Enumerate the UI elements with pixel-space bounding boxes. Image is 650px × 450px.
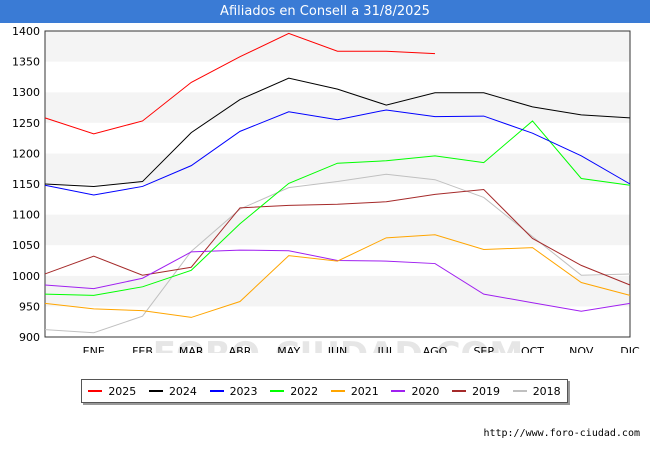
series-line-2024 [44, 77, 631, 187]
source-url: http://www.foro-ciudad.com [483, 428, 640, 439]
grid-bands [45, 31, 630, 337]
legend-swatch [452, 390, 467, 392]
y-tick-label: 1150 [12, 178, 40, 191]
y-tick-label: 1350 [12, 56, 40, 69]
series-lines [44, 32, 631, 334]
x-tick-label: OCT [521, 345, 544, 353]
x-tick-label: SEP [473, 345, 494, 353]
legend-label: 2022 [290, 384, 319, 398]
x-tick-label: FEB [132, 345, 153, 353]
x-tick-label: ABR [229, 345, 252, 353]
watermark: FORO-CIUDAD.COM [153, 335, 524, 353]
x-tick-label: MAY [277, 345, 300, 353]
grid-band [45, 306, 630, 337]
legend-swatch [391, 390, 406, 392]
legend-swatch [209, 390, 224, 392]
y-tick-label: 1300 [12, 86, 40, 99]
y-tick-label: 1200 [12, 147, 40, 160]
legend-label: 2021 [350, 384, 379, 398]
series-line-2020 [44, 249, 631, 312]
grid-band [45, 184, 630, 215]
legend-item-2018: 2018 [512, 384, 561, 398]
legend-swatch [270, 390, 285, 392]
y-tick-label: 1400 [12, 25, 40, 38]
legend-swatch [148, 390, 163, 392]
legend-label: 2023 [229, 384, 258, 398]
x-tick-label: JUL [377, 345, 396, 353]
x-tick-label: NOV [569, 345, 594, 353]
legend-item-2024: 2024 [148, 384, 197, 398]
grid-band [45, 153, 630, 184]
x-tick-label: DIC [620, 345, 640, 353]
legend-swatch [330, 390, 345, 392]
y-tick-label: 1250 [12, 117, 40, 130]
legend-label: 2018 [532, 384, 561, 398]
legend-item-2020: 2020 [391, 385, 439, 398]
series-line-2022 [44, 120, 631, 296]
grid-band [45, 92, 630, 123]
legend-swatch [88, 390, 103, 392]
chart-title: Afiliados en Consell a 31/8/2025 [0, 0, 650, 23]
x-tick-label: ENE [83, 345, 105, 353]
y-tick-label: 1050 [12, 239, 40, 252]
x-tick-label: JUN [327, 345, 348, 353]
grid-band [45, 122, 630, 154]
legend-label: 2020 [411, 384, 440, 398]
x-tick-label: MAR [179, 345, 204, 353]
legend-label: 2025 [108, 384, 137, 398]
series-line-2023 [44, 109, 631, 196]
series-line-2019 [44, 188, 631, 286]
legend: 2025 2024 2023 2022 2021 2020 2019 2018 [81, 379, 568, 403]
legend-item-2022: 2022 [270, 385, 318, 398]
legend-label: 2024 [168, 384, 197, 398]
series-line-2025 [44, 32, 436, 135]
line-chart: FORO-CIUDAD.COM 900 950 1000 1050 1100 1150 12… [12, 25, 640, 353]
grid-band [45, 31, 630, 62]
x-axis: ENE FEB MAR ABR MAY JUN JUL AGO SEP OCT NOV DIC [83, 345, 640, 353]
legend-item-2023: 2023 [209, 384, 258, 398]
legend-item-2019: 2019 [452, 385, 500, 398]
legend-item-2025: 2025 [88, 385, 136, 398]
y-axis: 900 950 1000 1050 1100 1150 1200 1250 1300 1350 14… [12, 25, 40, 344]
series-line-2021 [44, 234, 631, 318]
y-tick-label: 900 [19, 331, 40, 344]
y-tick-label: 1000 [12, 270, 40, 283]
legend-swatch [512, 390, 527, 392]
series-line-2018 [44, 173, 631, 334]
grid-band [45, 275, 630, 307]
grid-band [45, 61, 630, 93]
y-tick-label: 950 [19, 300, 40, 313]
grid-band [45, 214, 630, 246]
legend-item-2021: 2021 [330, 384, 379, 398]
x-tick-label: AGO [423, 345, 448, 353]
legend-label: 2019 [472, 384, 501, 398]
y-tick-label: 1100 [12, 209, 40, 222]
